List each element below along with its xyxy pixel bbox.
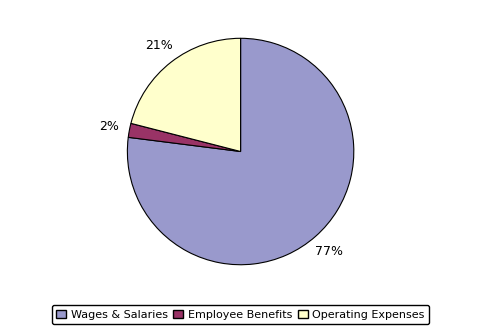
- Text: 77%: 77%: [315, 245, 343, 258]
- Wedge shape: [128, 123, 241, 152]
- Text: 2%: 2%: [99, 120, 119, 133]
- Text: 21%: 21%: [145, 39, 172, 53]
- Wedge shape: [131, 38, 241, 152]
- Legend: Wages & Salaries, Employee Benefits, Operating Expenses: Wages & Salaries, Employee Benefits, Ope…: [52, 305, 429, 324]
- Wedge shape: [127, 38, 354, 265]
